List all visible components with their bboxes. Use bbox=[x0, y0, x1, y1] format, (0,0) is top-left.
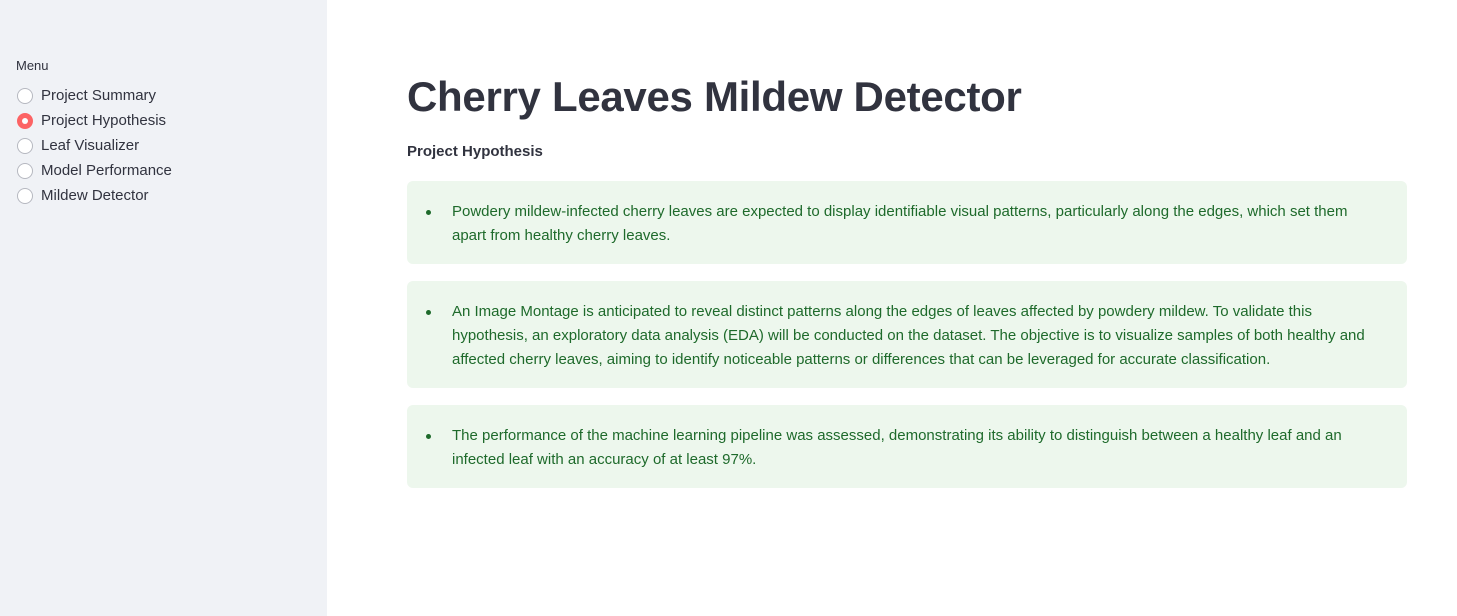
hypothesis-callout-2: An Image Montage is anticipated to revea… bbox=[407, 281, 1407, 388]
radio-option-mildew-detector[interactable]: Mildew Detector bbox=[16, 183, 311, 208]
menu-label: Menu bbox=[16, 58, 49, 73]
radio-button-icon[interactable] bbox=[17, 187, 33, 204]
radio-option-label: Model Performance bbox=[41, 161, 172, 179]
radio-button-selected-icon[interactable] bbox=[17, 112, 33, 129]
radio-option-label: Project Summary bbox=[41, 86, 157, 104]
radio-option-model-performance[interactable]: Model Performance bbox=[16, 158, 311, 183]
page-title: Cherry Leaves Mildew Detector bbox=[407, 73, 1022, 120]
radio-option-leaf-visualizer[interactable]: Leaf Visualizer bbox=[16, 133, 311, 158]
radio-button-icon[interactable] bbox=[17, 137, 33, 154]
radio-button-icon[interactable] bbox=[17, 162, 33, 179]
main-content: Cherry Leaves Mildew Detector Project Hy… bbox=[327, 0, 1457, 616]
hypothesis-callout-3: The performance of the machine learning … bbox=[407, 405, 1407, 488]
hypothesis-text: An Image Montage is anticipated to revea… bbox=[423, 300, 1383, 372]
section-subheader: Project Hypothesis bbox=[407, 143, 543, 160]
hypothesis-text: Powdery mildew-infected cherry leaves ar… bbox=[423, 200, 1383, 248]
sidebar: Menu Project Summary Project Hypothesis … bbox=[0, 0, 327, 616]
hypothesis-text: The performance of the machine learning … bbox=[423, 424, 1383, 472]
radio-option-label: Project Hypothesis bbox=[41, 111, 167, 129]
navigation-radio-group: Project Summary Project Hypothesis Leaf … bbox=[16, 83, 311, 208]
hypothesis-callout-1: Powdery mildew-infected cherry leaves ar… bbox=[407, 181, 1407, 264]
bullet-list: An Image Montage is anticipated to revea… bbox=[423, 300, 1383, 372]
radio-button-icon[interactable] bbox=[17, 87, 33, 104]
radio-option-project-summary[interactable]: Project Summary bbox=[16, 83, 311, 108]
bullet-list: The performance of the machine learning … bbox=[423, 424, 1383, 472]
radio-option-label: Mildew Detector bbox=[41, 186, 149, 204]
bullet-list: Powdery mildew-infected cherry leaves ar… bbox=[423, 200, 1383, 248]
radio-option-project-hypothesis[interactable]: Project Hypothesis bbox=[16, 108, 311, 133]
radio-option-label: Leaf Visualizer bbox=[41, 136, 140, 154]
